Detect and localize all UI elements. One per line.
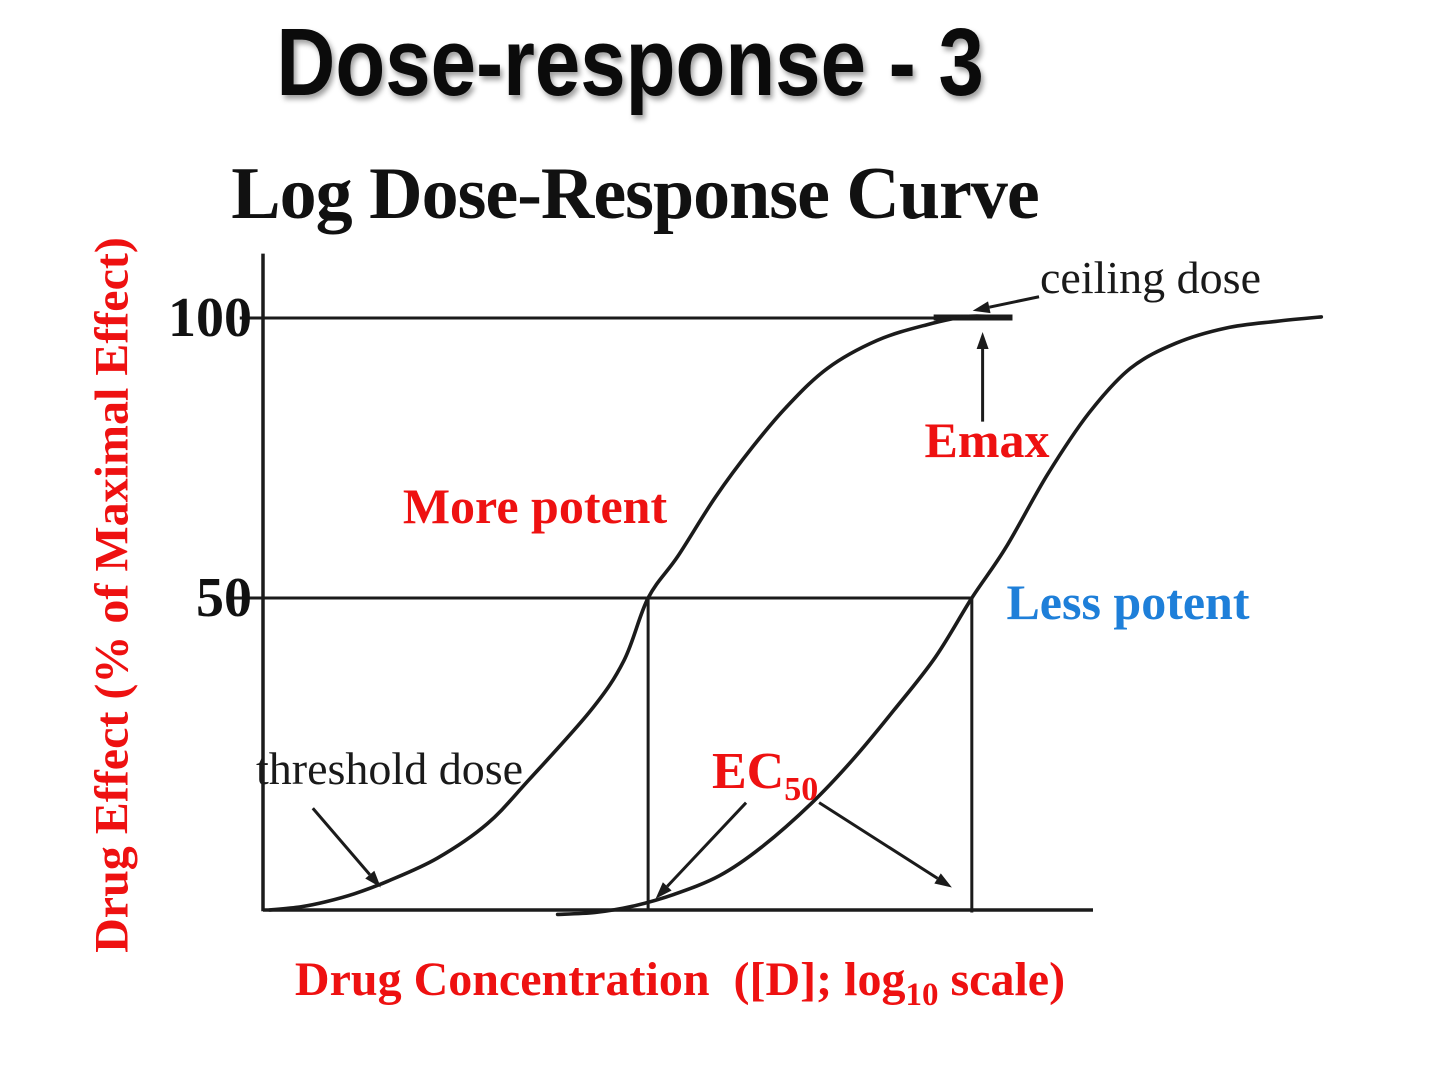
arrow-ec50-line xyxy=(666,801,748,888)
arrow-ec50-head xyxy=(655,882,672,899)
annotation-emax: Emax xyxy=(924,412,1050,468)
curve-more-potent xyxy=(267,314,1008,912)
arrow-ceiling-dose-head xyxy=(972,301,991,314)
arrow-threshold-dose-line xyxy=(311,807,371,876)
annotation-more-potent: More potent xyxy=(402,478,668,534)
annotation-ec50-sub: 50 xyxy=(784,771,819,808)
chart-title: Log Dose-Response Curve xyxy=(231,153,1039,235)
y-axis-label: Drug Effect (% of Maximal Effect) xyxy=(85,237,139,953)
annotation-threshold-dose: threshold dose xyxy=(256,743,524,794)
arrow-ec50-1-head xyxy=(934,873,952,888)
annotation-less-potent: Less potent xyxy=(1006,574,1250,630)
x-axis-label: Drug Concentration ([D]; log10 scale) xyxy=(270,952,1090,1012)
x-axis-label-sub: 10 xyxy=(905,977,939,1013)
arrow-emax-head xyxy=(976,332,989,349)
arrow-threshold-dose-head xyxy=(365,870,381,888)
slide-title: Dose-response - 3 xyxy=(130,8,1130,118)
x-axis-label-post: scale) xyxy=(938,953,1066,1006)
annotation-ec50: EC50 xyxy=(712,743,818,806)
y-tick-50: 50 xyxy=(196,567,252,629)
arrow-ceiling-dose-line xyxy=(988,295,1040,309)
arrow-ec50-1-line xyxy=(818,801,939,880)
annotation-ceiling-dose: ceiling dose xyxy=(1040,252,1261,303)
annotation-ec50-main: EC xyxy=(712,743,785,800)
curve-less-potent xyxy=(555,315,1324,917)
x-axis-label-pre: Drug Concentration ([D]; log xyxy=(294,953,906,1006)
slide-title-text: Dose-response - 3 xyxy=(276,9,984,116)
y-tick-100: 100 xyxy=(168,287,252,349)
